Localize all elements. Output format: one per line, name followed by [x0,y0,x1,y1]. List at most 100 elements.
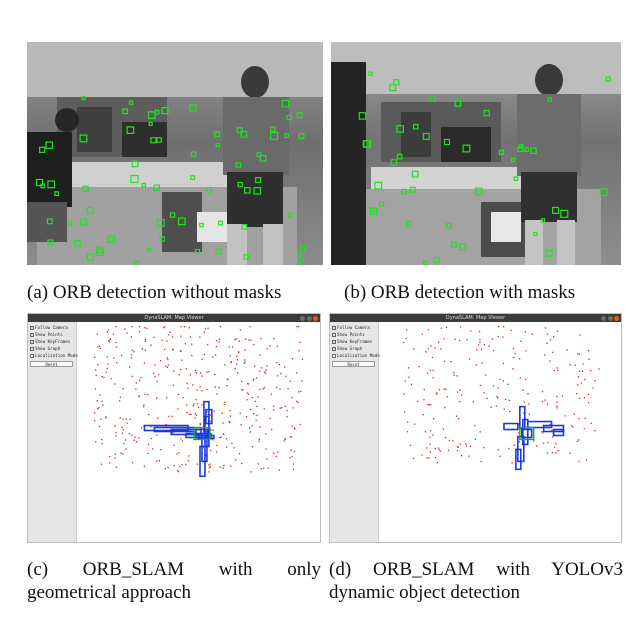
checkbox-icon[interactable] [332,333,336,337]
checkbox-icon[interactable] [332,354,336,358]
map-point [434,457,437,459]
minimize-icon[interactable] [601,315,606,321]
keyframe-marker [205,408,213,425]
option-localization-mode[interactable]: Localization Mode [332,353,380,359]
map-point [509,410,511,413]
map-point [122,388,124,390]
feature-marker [47,239,54,246]
map-point [110,338,112,340]
map-point [424,431,427,433]
map-point [228,346,231,348]
option-show-keyframes[interactable]: Show KeyFrames [30,339,70,345]
map-point [512,356,515,359]
map-point [230,465,232,467]
map-point [206,411,208,413]
map-point [546,333,549,335]
option-follow-camera[interactable]: Follow Camera [332,325,370,331]
map-point [524,331,526,333]
map-point [427,347,430,350]
feature-marker [244,187,251,194]
map-point [561,429,564,432]
feature-marker [396,125,405,133]
feature-markers-a [36,95,306,265]
close-icon[interactable] [614,315,619,321]
feature-marker [157,219,165,227]
reset-button[interactable]: Reset [332,361,375,367]
map-viewer-geometrical: DynaSLAM: Map Viewer Follow Camera Show … [27,313,321,543]
map-point [200,427,202,430]
close-icon[interactable] [313,315,318,321]
map-point [277,451,279,453]
photo-orb-without-masks [27,42,323,265]
map-point [430,345,432,347]
map-point [457,446,459,448]
checkbox-icon[interactable] [30,354,34,358]
map-point [576,392,578,395]
option-follow-camera[interactable]: Follow Camera [30,325,68,331]
checkbox-icon[interactable] [332,326,336,330]
map-point [105,417,107,419]
map-point [249,431,251,433]
map-point [156,434,158,436]
option-show-points[interactable]: Show Points [30,332,63,338]
map-point [97,364,99,366]
checkbox-icon[interactable] [332,347,336,351]
map-point [299,341,301,344]
map-point [138,325,141,328]
map-point [150,437,152,440]
map-point [130,354,133,356]
map-point [426,372,429,374]
map-point [590,369,592,372]
keyframe-marker [515,448,522,471]
map-point [98,345,101,347]
map-point [224,401,226,404]
photo-orb-with-masks [331,42,621,265]
map-point [518,432,520,434]
reset-button[interactable]: Reset [30,361,73,367]
map-point [212,439,214,441]
option-show-points[interactable]: Show Points [332,332,365,338]
map-point [181,440,184,442]
map-point [418,365,420,368]
checkbox-icon[interactable] [30,347,34,351]
map-point [191,354,193,357]
map-point [425,351,427,353]
option-show-keyframes[interactable]: Show KeyFrames [332,339,372,345]
checkbox-icon[interactable] [30,326,34,330]
map-point [528,403,530,405]
map-point [256,414,258,416]
map-point [512,347,515,350]
map-point [519,377,521,379]
map-point [181,463,183,466]
map-canvas[interactable] [77,322,320,542]
map-point [547,441,549,444]
map-point [266,458,268,460]
feature-marker [150,137,157,144]
map-canvas[interactable] [379,322,621,542]
map-point [444,407,446,409]
map-point [256,405,258,408]
checkbox-icon[interactable] [332,340,336,344]
option-show-graph[interactable]: Show Graph [30,346,60,352]
map-point [251,396,253,399]
option-show-graph[interactable]: Show Graph [332,346,362,352]
map-point [289,436,291,438]
map-point [168,415,170,418]
feature-marker [483,109,490,117]
map-point [143,327,146,329]
map-point [594,379,596,382]
option-localization-mode[interactable]: Localization Mode [30,353,78,359]
checkbox-icon[interactable] [30,333,34,337]
map-point [556,401,558,404]
map-point [150,426,152,428]
map-point [240,424,242,426]
checkbox-icon[interactable] [30,340,34,344]
map-point [561,395,564,397]
maximize-icon[interactable] [607,315,613,321]
feature-marker [459,243,467,251]
minimize-icon[interactable] [300,315,305,321]
map-point [284,366,286,368]
feature-marker [86,253,95,261]
maximize-icon[interactable] [306,315,312,321]
map-point [101,438,103,441]
